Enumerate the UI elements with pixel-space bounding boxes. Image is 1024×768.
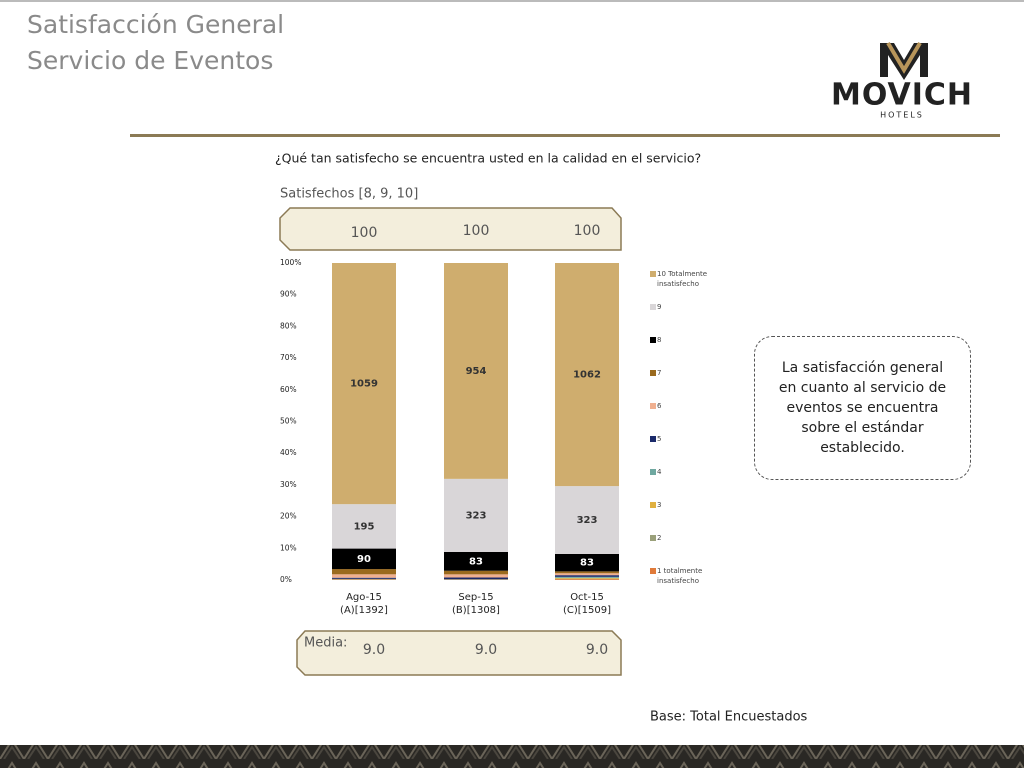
bar-segment [555, 571, 619, 574]
legend-label: 6 [657, 402, 662, 410]
value-label: 195 [354, 521, 375, 532]
header-rule [130, 134, 1000, 137]
satisfied-value: 100 [351, 225, 378, 241]
bar-segment [555, 576, 619, 578]
y-tick-label: 20% [280, 512, 297, 521]
y-tick-label: 30% [280, 480, 297, 489]
logo-accent [886, 41, 922, 74]
bar-segment [555, 573, 619, 576]
bar-segment [555, 579, 619, 580]
footer-strip [0, 745, 1024, 768]
legend-swatch [650, 271, 656, 277]
question: ¿Qué tan satisfecho se encuentra usted e… [275, 151, 701, 166]
satisfied-box [279, 207, 622, 251]
y-tick-label: 40% [280, 448, 297, 457]
x-tick-note: (C)[1509] [563, 605, 611, 616]
legend-swatch [650, 337, 656, 343]
x-tick-label: Oct-15 [570, 592, 604, 603]
top-border [0, 0, 1024, 2]
bar-segment [444, 577, 508, 580]
bar-segment [444, 263, 508, 479]
value-label: 83 [469, 556, 483, 567]
x-tick-note: (A)[1392] [340, 605, 388, 616]
legend-swatch [650, 535, 656, 541]
mean-label: Media: [304, 636, 347, 651]
y-tick-label: 0% [280, 575, 292, 584]
y-tick-label: 70% [280, 353, 297, 362]
bar-segment [444, 478, 508, 552]
value-label: 83 [580, 558, 594, 569]
value-label: 323 [577, 515, 598, 526]
brand-sub: HOTELS [880, 111, 924, 120]
logo [880, 41, 928, 80]
x-tick-note: (B)[1308] [452, 605, 500, 616]
value-label: 323 [466, 510, 487, 521]
bar-segment [332, 569, 396, 575]
bar-segment [444, 570, 508, 575]
bar-segment [555, 263, 619, 487]
bar-segment [332, 574, 396, 578]
legend-swatch [650, 568, 656, 574]
x-tick-label: Ago-15 [346, 592, 382, 603]
bar-segment [444, 551, 508, 571]
mean-value: 9.0 [475, 642, 497, 658]
legend-swatch [650, 403, 656, 409]
legend-swatch [650, 370, 656, 376]
legend-swatch [650, 502, 656, 508]
slide-subtitle: Servicio de Eventos [27, 46, 273, 75]
satisfied-value: 100 [574, 223, 601, 239]
bar-segment [555, 575, 619, 577]
bar-segment [332, 504, 396, 549]
bar-segment [555, 486, 619, 554]
bar-segment [555, 553, 619, 572]
x-tick-label: Sep-15 [458, 592, 493, 603]
legend-label: 3 [657, 501, 661, 509]
value-label: 90 [357, 554, 371, 565]
mean-box [296, 630, 622, 676]
y-tick-label: 90% [280, 290, 297, 299]
value-label: 1059 [350, 379, 378, 390]
mean-value: 9.0 [586, 642, 608, 658]
satisfied-value: 100 [463, 223, 490, 239]
y-tick-label: 60% [280, 385, 297, 394]
legend-label: 7 [657, 369, 661, 377]
legend-label: 10 Totalmente insatisfecho [657, 270, 707, 288]
value-label: 954 [466, 366, 487, 377]
satisfied-label: Satisfechos [8, 9, 10] [280, 187, 418, 202]
bar-segment [332, 548, 396, 570]
y-tick-label: 80% [280, 321, 297, 330]
bar-segment [332, 577, 396, 579]
slide-title: Satisfacción General [27, 10, 284, 39]
bar-segment [332, 263, 396, 505]
legend-label: 9 [657, 303, 661, 311]
y-tick-label: 100% [280, 258, 301, 267]
legend-label: 5 [657, 435, 661, 443]
value-label: 1062 [573, 370, 601, 381]
callout: La satisfacción general en cuanto al ser… [754, 336, 971, 480]
legend-label: 4 [657, 468, 662, 476]
bar-segment [555, 577, 619, 579]
mean-value: 9.0 [363, 642, 385, 658]
brand: MOVICH [831, 78, 973, 113]
legend-label: 8 [657, 336, 661, 344]
legend-label: 1 totalmente insatisfecho [657, 567, 702, 585]
legend-swatch [650, 304, 656, 310]
base-note: Base: Total Encuestados [650, 710, 808, 725]
y-tick-label: 10% [280, 543, 297, 552]
legend-label: 2 [657, 534, 661, 542]
bar-segment [444, 574, 508, 578]
legend-swatch [650, 469, 656, 475]
logo-mark [880, 43, 928, 80]
y-tick-label: 50% [280, 417, 297, 426]
legend-swatch [650, 436, 656, 442]
